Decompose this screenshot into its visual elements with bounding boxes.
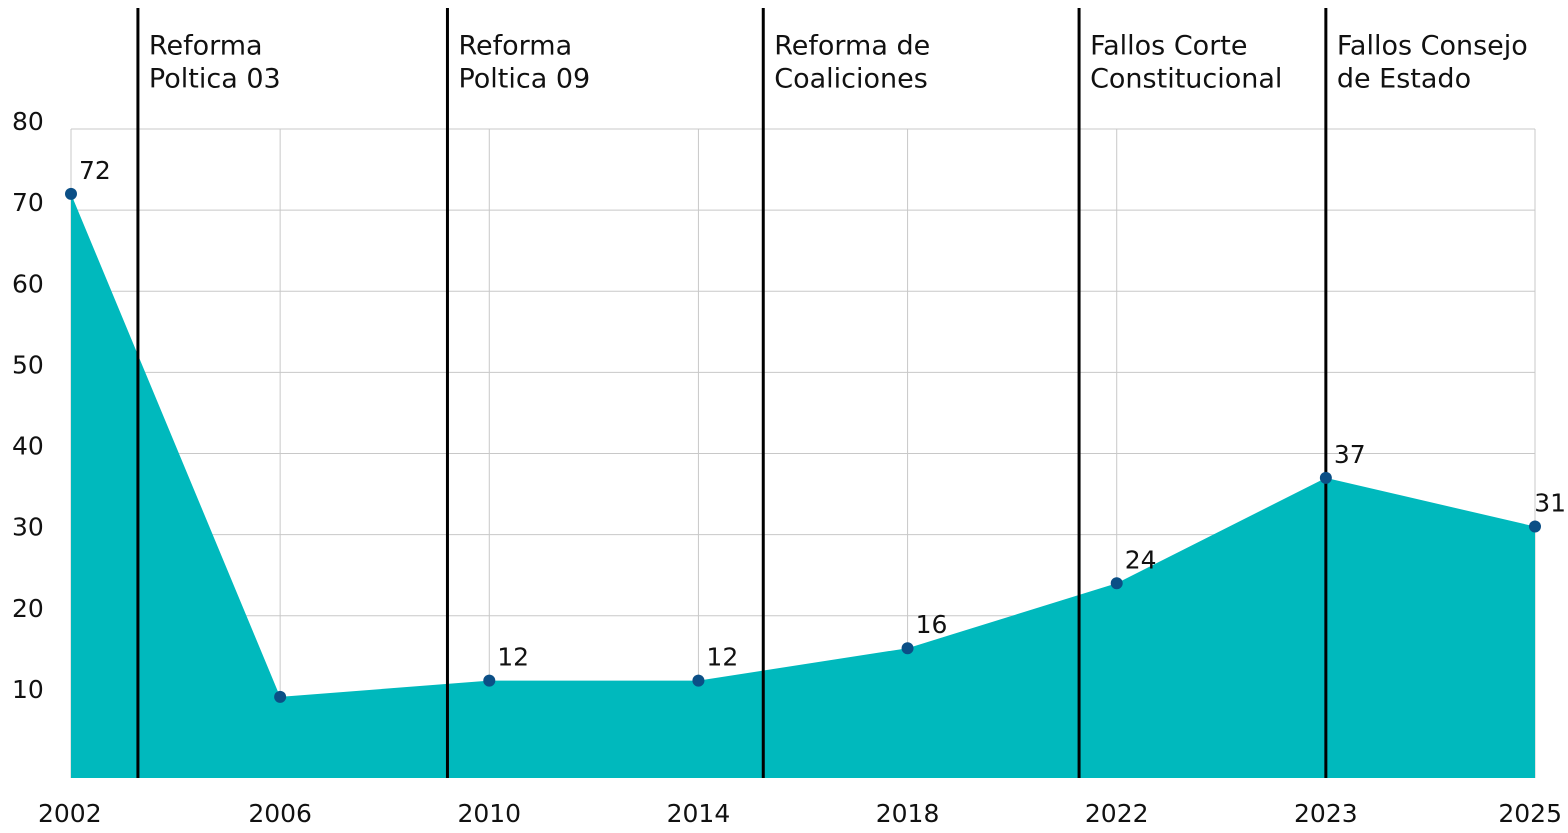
value-label: 72 (79, 156, 111, 185)
point (274, 690, 287, 703)
event-label: Poltica 03 (149, 64, 281, 95)
event-label: de Estado (1337, 64, 1471, 95)
value-label: 12 (706, 643, 738, 672)
event-label: Fallos Corte (1090, 31, 1247, 62)
event-label: Reforma (458, 31, 572, 62)
x-tick-label: 2018 (876, 799, 940, 828)
y-tick-label: 80 (12, 107, 44, 136)
value-label: 12 (497, 643, 529, 672)
x-tick-label: 2025 (1498, 799, 1562, 828)
x-tick-label: 2014 (667, 799, 731, 828)
x-tick-label: 2022 (1085, 799, 1149, 828)
event-label: Poltica 09 (458, 64, 590, 95)
point (483, 674, 496, 687)
x-tick-label: 2023 (1294, 799, 1358, 828)
y-tick-label: 70 (12, 188, 44, 217)
x-tick-label: 2010 (457, 799, 521, 828)
value-label: 31 (1534, 489, 1566, 518)
x-tick-label: 2002 (38, 799, 102, 828)
y-tick-label: 50 (12, 350, 44, 379)
y-tick-label: 20 (12, 594, 44, 623)
y-tick-label: 30 (12, 513, 44, 542)
area (71, 193, 1535, 778)
value-label: 24 (1125, 545, 1157, 574)
point (692, 674, 705, 687)
point (1110, 577, 1123, 590)
event-label: Fallos Consejo (1337, 31, 1528, 62)
y-tick-label: 60 (12, 269, 44, 298)
y-tick-label: 10 (12, 675, 44, 704)
event-label: Coaliciones (774, 64, 928, 95)
point (65, 187, 77, 200)
point (1319, 471, 1332, 484)
point (901, 642, 914, 655)
value-label: 37 (1334, 440, 1366, 469)
value-label: 16 (916, 610, 948, 639)
event-label: Reforma (149, 31, 263, 62)
event-label: Reforma de (774, 31, 930, 62)
point (1529, 520, 1541, 533)
y-tick-label: 40 (12, 432, 44, 461)
event-label: Constitucional (1090, 64, 1282, 95)
x-tick-label: 2006 (248, 799, 312, 828)
